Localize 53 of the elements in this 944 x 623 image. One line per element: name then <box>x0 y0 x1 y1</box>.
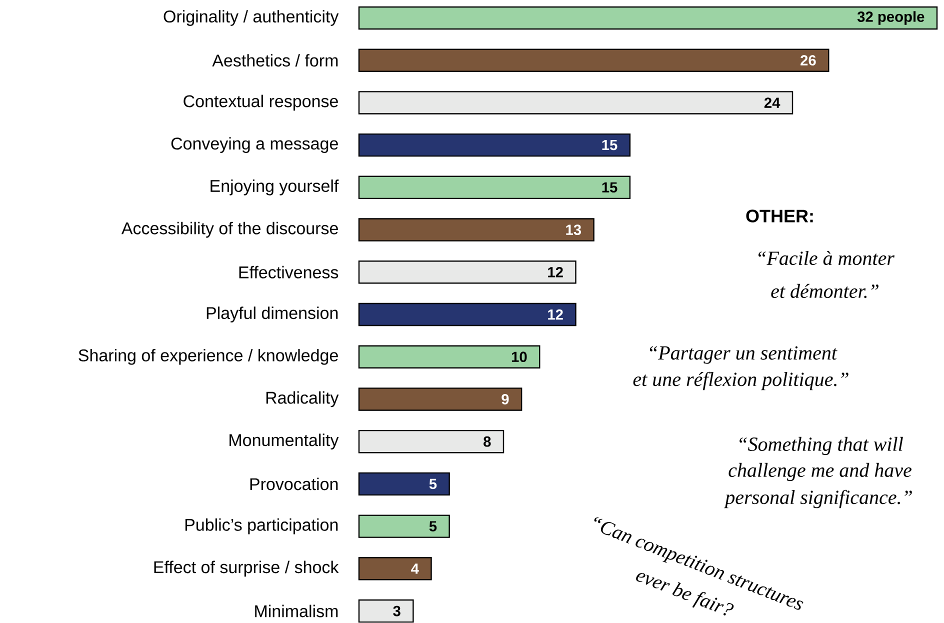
bar <box>358 557 432 580</box>
bar <box>358 91 794 114</box>
bar <box>358 176 631 200</box>
data-label: 15 <box>602 182 618 193</box>
y-tick-label: Radicality <box>266 391 339 408</box>
data-label: 3 <box>393 606 400 616</box>
bar <box>358 599 414 623</box>
y-tick-label: Enjoying yourself <box>210 180 339 196</box>
bar <box>358 48 830 72</box>
annotation: “Something that will <box>740 436 903 456</box>
data-label: 13 <box>566 224 582 235</box>
data-label: 8 <box>484 436 491 447</box>
bar <box>358 388 522 411</box>
y-tick-label: Originality / authenticity <box>164 10 339 26</box>
data-label: 4 <box>411 564 419 574</box>
bar <box>358 345 540 368</box>
y-tick-label: Playful dimension <box>206 306 338 322</box>
y-tick-label: Monumentality <box>230 434 339 450</box>
data-label: 15 <box>602 140 618 150</box>
data-label: 10 <box>512 352 527 362</box>
data-label: 5 <box>429 521 437 532</box>
y-tick-label: Aesthetics / form <box>212 54 338 67</box>
annotation: “Facile à monter <box>758 250 895 266</box>
bar <box>358 514 450 538</box>
bar <box>358 6 938 30</box>
bar <box>358 133 631 157</box>
data-label: 26 <box>800 55 816 66</box>
y-tick-label: Conveying a message <box>171 137 338 153</box>
annotation: “Partager un sentiment <box>650 346 838 364</box>
data-label: 9 <box>502 394 509 404</box>
data-label: 12 <box>548 309 563 320</box>
y-tick-label: Accessibility of the discourse <box>121 222 338 238</box>
y-tick-label: Minimalism <box>255 604 338 618</box>
data-label: 12 <box>548 267 563 278</box>
data-label: 5 <box>429 478 437 490</box>
data-label: 32 people <box>857 11 924 25</box>
annotation: OTHER: <box>746 210 813 222</box>
annotation: et démonter.” <box>771 284 878 298</box>
y-tick-label: Contextual response <box>184 94 338 111</box>
data-label: 24 <box>764 98 780 108</box>
y-tick-label: Provocation <box>250 478 338 490</box>
bar <box>358 302 576 326</box>
y-tick-label: Sharing of experience / knowledge <box>78 348 338 365</box>
y-tick-label: Effectiveness <box>239 266 338 278</box>
bar <box>358 260 576 284</box>
y-tick-label: Effect of surprise / shock <box>154 560 339 577</box>
y-tick-label: Public’s participation <box>185 518 338 534</box>
bar <box>358 218 594 242</box>
annotation: personal significance.” <box>724 490 912 508</box>
annotation: challenge me and have <box>728 462 912 482</box>
annotation: et une réflexion politique.” <box>633 372 848 390</box>
bar <box>358 472 450 496</box>
bar <box>358 430 504 454</box>
